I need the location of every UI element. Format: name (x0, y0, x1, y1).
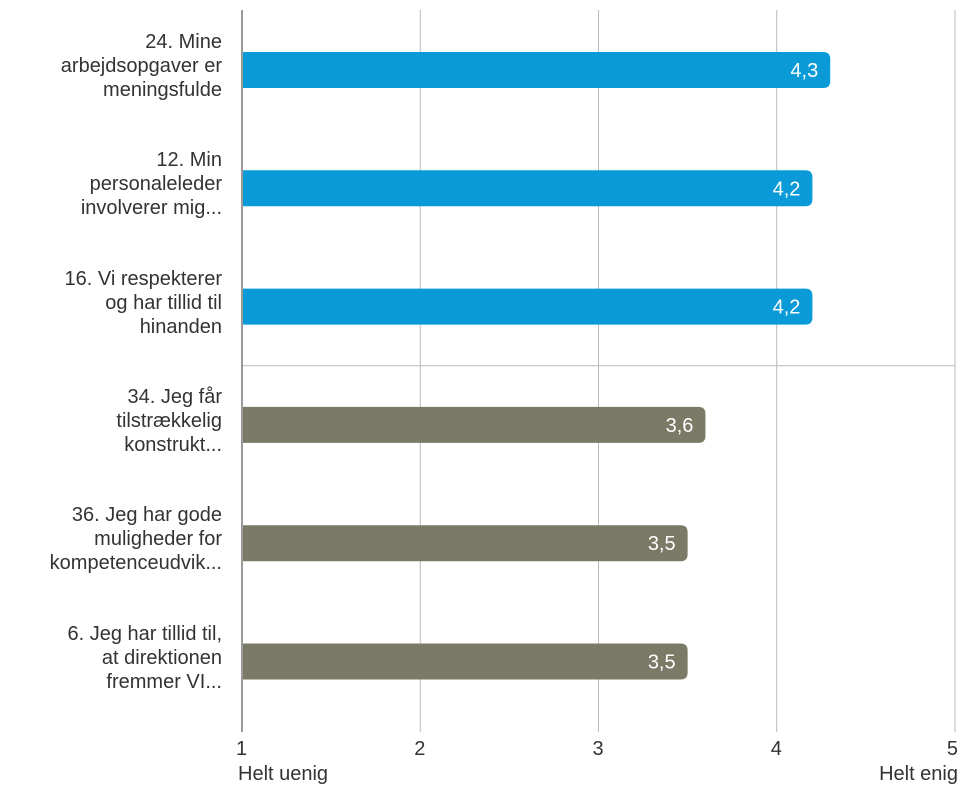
category-label-line: personaleleder (89, 173, 222, 196)
category-label-2: 12. Min personaleleder involverer mig... (0, 148, 222, 220)
x-tick-label-2: 2 (414, 738, 426, 760)
x-tick-label-1: 1 (236, 738, 248, 760)
category-label-line: 24. Mine (145, 31, 222, 53)
x-tick-label-4: 4 (770, 738, 782, 760)
category-label-5: 36. Jeg har gode muligheder for kompetence… (0, 503, 222, 575)
bar-5 (243, 525, 688, 562)
category-label-line: arbejdsopgaver er (60, 55, 222, 77)
bar-value-label-5: 3,5 (648, 533, 676, 555)
bar-4 (243, 406, 706, 443)
category-label-line: involverer mig... (80, 197, 222, 220)
category-label-line: muligheder for (94, 528, 222, 551)
category-label-line: 36. Jeg har gode (71, 504, 222, 527)
bar-3 (243, 288, 813, 325)
x-tick-label-5: 5 (946, 738, 958, 760)
category-label-line: fremmer VI... (106, 670, 222, 693)
bar-2 (243, 170, 813, 207)
bar-value-label-1: 4,3 (790, 60, 818, 82)
category-label-line: 34. Jeg får (127, 385, 222, 408)
category-label-line: kompetenceudvik... (49, 552, 222, 575)
category-label-line: og har tillid til (105, 291, 222, 314)
category-label-line: tilstrækkelig (116, 409, 222, 432)
category-label-1: 24. Mine arbejdsopgaver er meningsfulde (0, 30, 222, 102)
category-label-line: hinanden (139, 315, 222, 338)
bar-1 (243, 52, 831, 88)
category-label-line: 12. Min (156, 149, 222, 172)
x-axis-max-label: Helt enig (879, 763, 958, 785)
category-label-6: 6. Jeg har tillid til, at direktionen frem… (0, 622, 222, 694)
category-label-line: konstrukt... (124, 433, 222, 456)
bar-value-label-6: 3,5 (648, 652, 676, 674)
x-axis-min-label: Helt uenig (238, 763, 329, 785)
category-label-line: 6. Jeg har tillid til, (67, 622, 222, 645)
bar-value-label-4: 3,6 (666, 415, 694, 437)
x-tick-label-3: 3 (592, 738, 604, 760)
bar-6 (243, 643, 688, 680)
category-label-line: 16. Vi respekterer (64, 267, 223, 290)
category-label-4: 34. Jeg får tilstrækkelig konstrukt... (0, 385, 222, 457)
category-label-line: meningsfulde (103, 79, 222, 101)
category-label-3: 16. Vi respekterer og har tillid til hinan… (0, 267, 223, 339)
bar-value-label-3: 4,2 (773, 297, 801, 319)
category-label-line: at direktionen (101, 646, 222, 669)
bar-value-label-2: 4,2 (773, 178, 801, 200)
